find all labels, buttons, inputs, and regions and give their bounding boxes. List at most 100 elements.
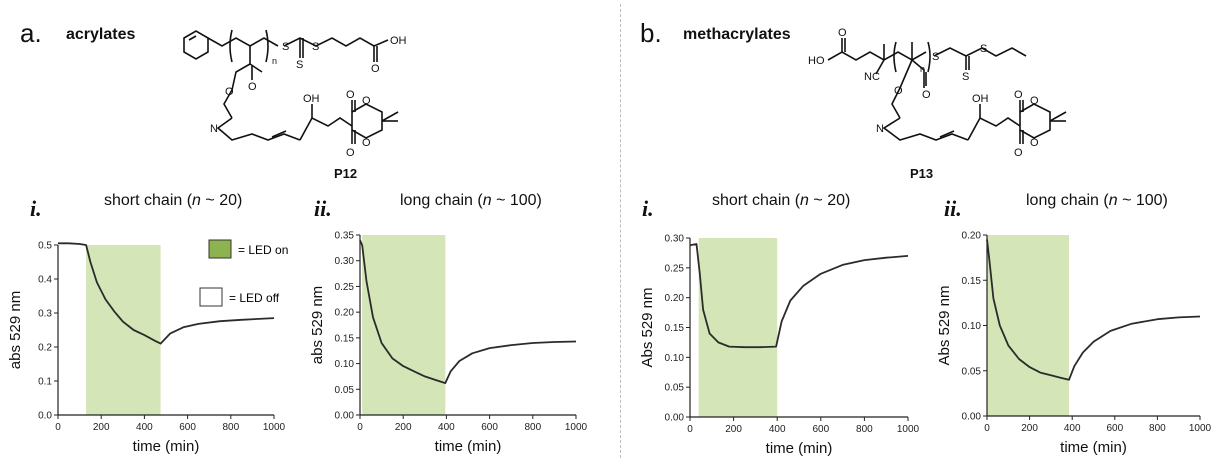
p12-o7: O xyxy=(362,137,371,149)
p12-o2: O xyxy=(225,86,234,98)
y-tick-label: 0.30 xyxy=(335,256,355,267)
legend-label-on: = LED on xyxy=(238,243,288,257)
x-tick-label: 200 xyxy=(395,422,412,433)
y-tick-label: 0.10 xyxy=(665,353,685,364)
y-tick-label: 0.00 xyxy=(962,412,982,423)
x-tick-label: 400 xyxy=(438,422,455,433)
x-tick-label: 400 xyxy=(1064,423,1081,434)
led-on-region xyxy=(698,238,778,417)
x-axis-label: time (min) xyxy=(766,440,833,457)
x-tick-label: 0 xyxy=(984,423,990,434)
legend: = LED on = LED off xyxy=(199,239,288,307)
x-tick-label: 800 xyxy=(856,424,873,435)
p12-o1: O xyxy=(371,63,380,75)
y-axis-label: abs 529 nm xyxy=(309,286,326,364)
p13-o1: O xyxy=(838,27,847,39)
y-axis-label: Abs 529 nm xyxy=(639,287,656,367)
x-tick-label: 600 xyxy=(1106,423,1123,434)
charts-layer: 0 200 400 600 800 1000 0.0 0.1 0.2 0.3 0.4 0.5 time … xyxy=(7,231,1212,458)
p12-s2: S xyxy=(296,59,303,71)
series-line xyxy=(689,243,909,349)
chart-1-sublabel: i. xyxy=(30,196,42,221)
x-tick-label: 600 xyxy=(812,424,829,435)
x-tick-label: 800 xyxy=(524,422,541,433)
p12-o5: O xyxy=(346,147,355,159)
y-tick-label: 0.0 xyxy=(38,411,52,422)
x-tick-label: 800 xyxy=(1149,423,1166,434)
x-tick-label: 1000 xyxy=(263,422,286,433)
p12-n-atom: N xyxy=(210,123,218,135)
structure-p12-labels: S S S n OH O O O N OH O O O O xyxy=(210,35,407,159)
panel-a-letter: a. xyxy=(20,18,42,48)
x-tick-label: 600 xyxy=(179,422,196,433)
chart-4-title: long chain (n ~ 100) xyxy=(1026,192,1168,209)
x-tick-label: 200 xyxy=(725,424,742,435)
chart-2-title: long chain (n ~ 100) xyxy=(400,192,542,209)
y-tick-label: 0.15 xyxy=(335,333,355,344)
x-tick-label: 800 xyxy=(222,422,239,433)
compound-label-p13: P13 xyxy=(910,166,934,181)
series-line xyxy=(986,239,1201,381)
panel-a-title: acrylates xyxy=(66,26,136,43)
p12-o4: O xyxy=(346,89,355,101)
p13-o3: O xyxy=(922,89,931,101)
y-tick-label: 0.20 xyxy=(665,293,685,304)
led-on-region xyxy=(86,245,161,415)
p12-n: n xyxy=(272,56,277,66)
x-tick-label: 200 xyxy=(93,422,110,433)
chart-4-sublabel: ii. xyxy=(944,196,962,221)
chart-2-sublabel: ii. xyxy=(314,196,332,221)
p13-o7: O xyxy=(1030,137,1039,149)
structure-p12 xyxy=(183,29,399,144)
y-tick-label: 0.05 xyxy=(335,385,355,396)
legend-label-off: = LED off xyxy=(229,291,280,305)
x-axis-label: time (min) xyxy=(435,438,502,455)
y-tick-label: 0.05 xyxy=(665,383,685,394)
x-axis-label: time (min) xyxy=(133,438,200,455)
y-tick-label: 0.00 xyxy=(665,413,685,424)
y-tick-label: 0.1 xyxy=(38,377,52,388)
structure-p13-labels: HO O NC S S S n O O N OH O O O O xyxy=(808,27,1039,159)
chart-1: 0 200 400 600 800 1000 0.0 0.1 0.2 0.3 0.4 0.5 time … xyxy=(7,241,286,456)
legend-swatch-off xyxy=(199,287,223,307)
legend-swatch-on xyxy=(208,239,232,259)
panel-divider xyxy=(620,4,621,458)
p13-o6: O xyxy=(1030,95,1039,107)
x-tick-label: 600 xyxy=(481,422,498,433)
y-tick-label: 0.10 xyxy=(335,359,355,370)
x-tick-label: 1000 xyxy=(1189,423,1212,434)
y-tick-label: 0.3 xyxy=(38,309,52,320)
x-tick-label: 0 xyxy=(687,424,693,435)
y-tick-label: 0.15 xyxy=(665,323,685,334)
p13-nc: NC xyxy=(864,71,880,83)
y-tick-label: 0.25 xyxy=(335,282,355,293)
p13-oh: OH xyxy=(972,93,989,105)
panel-b-letter: b. xyxy=(640,18,662,48)
x-tick-label: 400 xyxy=(769,424,786,435)
y-tick-label: 0.30 xyxy=(665,234,685,245)
y-axis-label: abs 529 nm xyxy=(7,291,24,369)
y-tick-label: 0.20 xyxy=(962,231,982,242)
y-tick-label: 0.4 xyxy=(38,275,52,286)
p12-o6: O xyxy=(362,95,371,107)
p12-o3: O xyxy=(248,81,257,93)
p13-ho: HO xyxy=(808,55,825,67)
p12-oh2: OH xyxy=(303,93,320,105)
y-tick-label: 0.00 xyxy=(335,411,355,422)
y-tick-label: 0.10 xyxy=(962,321,982,332)
p12-s3: S xyxy=(312,41,319,53)
series-line xyxy=(58,242,275,345)
y-tick-label: 0.20 xyxy=(335,308,355,319)
x-tick-label: 0 xyxy=(55,422,61,433)
chart-3-sublabel: i. xyxy=(642,196,654,221)
x-tick-label: 0 xyxy=(357,422,363,433)
p13-n-atom: N xyxy=(876,123,884,135)
chart-2: 0 200 400 600 800 1000 0.00 0.05 0.10 0.15 0.20 0.2… xyxy=(309,231,588,456)
p13-o2: O xyxy=(894,85,903,97)
x-tick-label: 1000 xyxy=(565,422,588,433)
p13-n: n xyxy=(920,64,925,74)
x-tick-label: 1000 xyxy=(897,424,920,435)
p12-s1: S xyxy=(282,41,289,53)
p13-o4: O xyxy=(1014,89,1023,101)
